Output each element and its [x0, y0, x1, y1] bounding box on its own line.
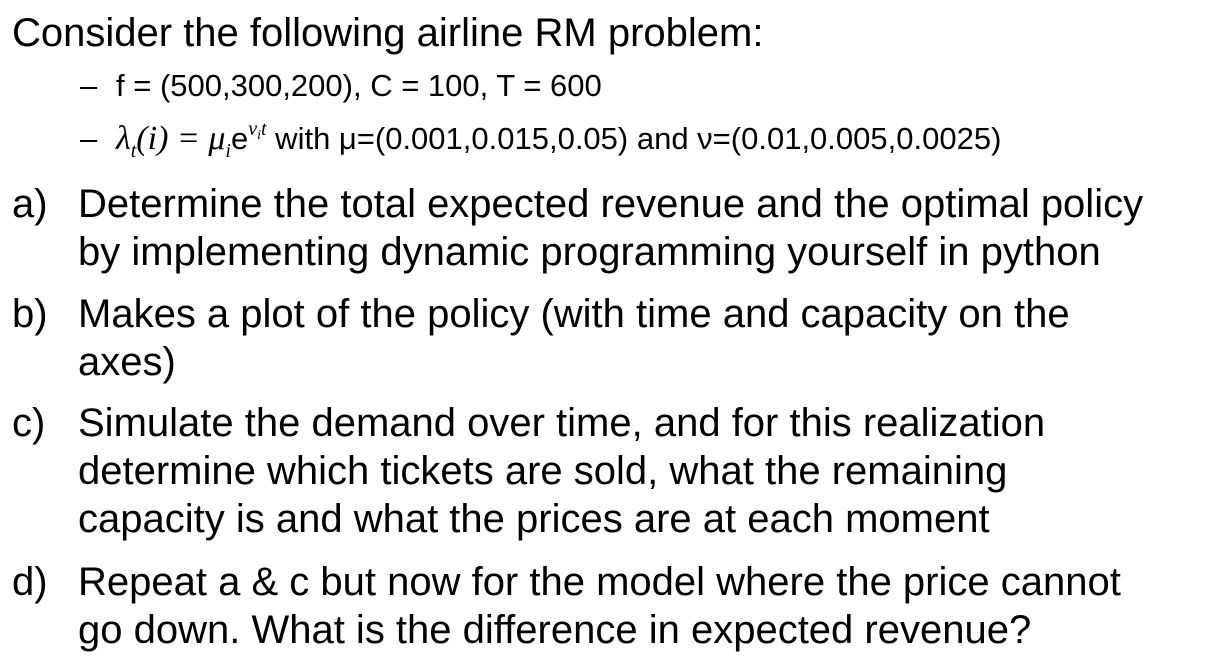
question-a: a) Determine the total expected revenue …	[12, 180, 1143, 274]
question-text: Repeat a & c but now for the model where…	[78, 558, 1228, 654]
question-text: Simulate the demand over time, and for t…	[78, 399, 1228, 543]
formula-bullet: – λt(i) = μieνit with μ=(0.001,0.015,0.05…	[80, 118, 1002, 164]
bullet-dash: –	[80, 121, 98, 156]
formula-arg: (i) = μ	[136, 120, 226, 157]
question-label: c)	[12, 401, 46, 445]
exp-t: t	[261, 118, 267, 140]
intro-heading: Consider the following airline RM proble…	[12, 11, 764, 55]
mu-subscript: i	[225, 140, 231, 162]
question-text: Determine the total expected revenue and…	[78, 180, 1228, 276]
exp-nu: ν	[248, 118, 258, 140]
question-line: axes)	[78, 340, 176, 384]
exp-base: e	[230, 121, 249, 156]
formula-tail: with μ=(0.001,0.015,0.05) and ν=(0.01,0.…	[266, 121, 1002, 156]
question-label: d)	[12, 560, 48, 604]
question-line: Simulate the demand over time, and for t…	[78, 401, 1046, 445]
lambda-subscript: t	[130, 140, 137, 162]
bullet-dash: –	[80, 68, 98, 103]
question-line: by implementing dynamic programming your…	[78, 230, 1101, 274]
question-text: Makes a plot of the policy (with time an…	[78, 290, 1228, 386]
question-line: Repeat a & c but now for the model where…	[78, 560, 1121, 604]
param-bullet: – f = (500,300,200), C = 100, T = 600	[80, 68, 602, 104]
question-line: go down. What is the difference in expec…	[78, 608, 1032, 652]
question-c: c) Simulate the demand over time, and fo…	[12, 399, 1045, 541]
question-line: determine which tickets are sold, what t…	[78, 449, 1008, 493]
param-text: f = (500,300,200), C = 100, T = 600	[116, 68, 602, 103]
question-line: Makes a plot of the policy (with time an…	[78, 292, 1070, 336]
exp-nu-subscript: i	[257, 128, 261, 143]
question-line: capacity is and what the prices are at e…	[78, 497, 990, 541]
question-line: Determine the total expected revenue and…	[78, 182, 1144, 226]
question-b: b) Makes a plot of the policy (with time…	[12, 290, 1070, 384]
question-label: a)	[12, 182, 48, 226]
question-label: b)	[12, 292, 48, 336]
question-d: d) Repeat a & c but now for the model wh…	[12, 558, 1121, 652]
lambda-symbol: λ	[116, 120, 131, 157]
